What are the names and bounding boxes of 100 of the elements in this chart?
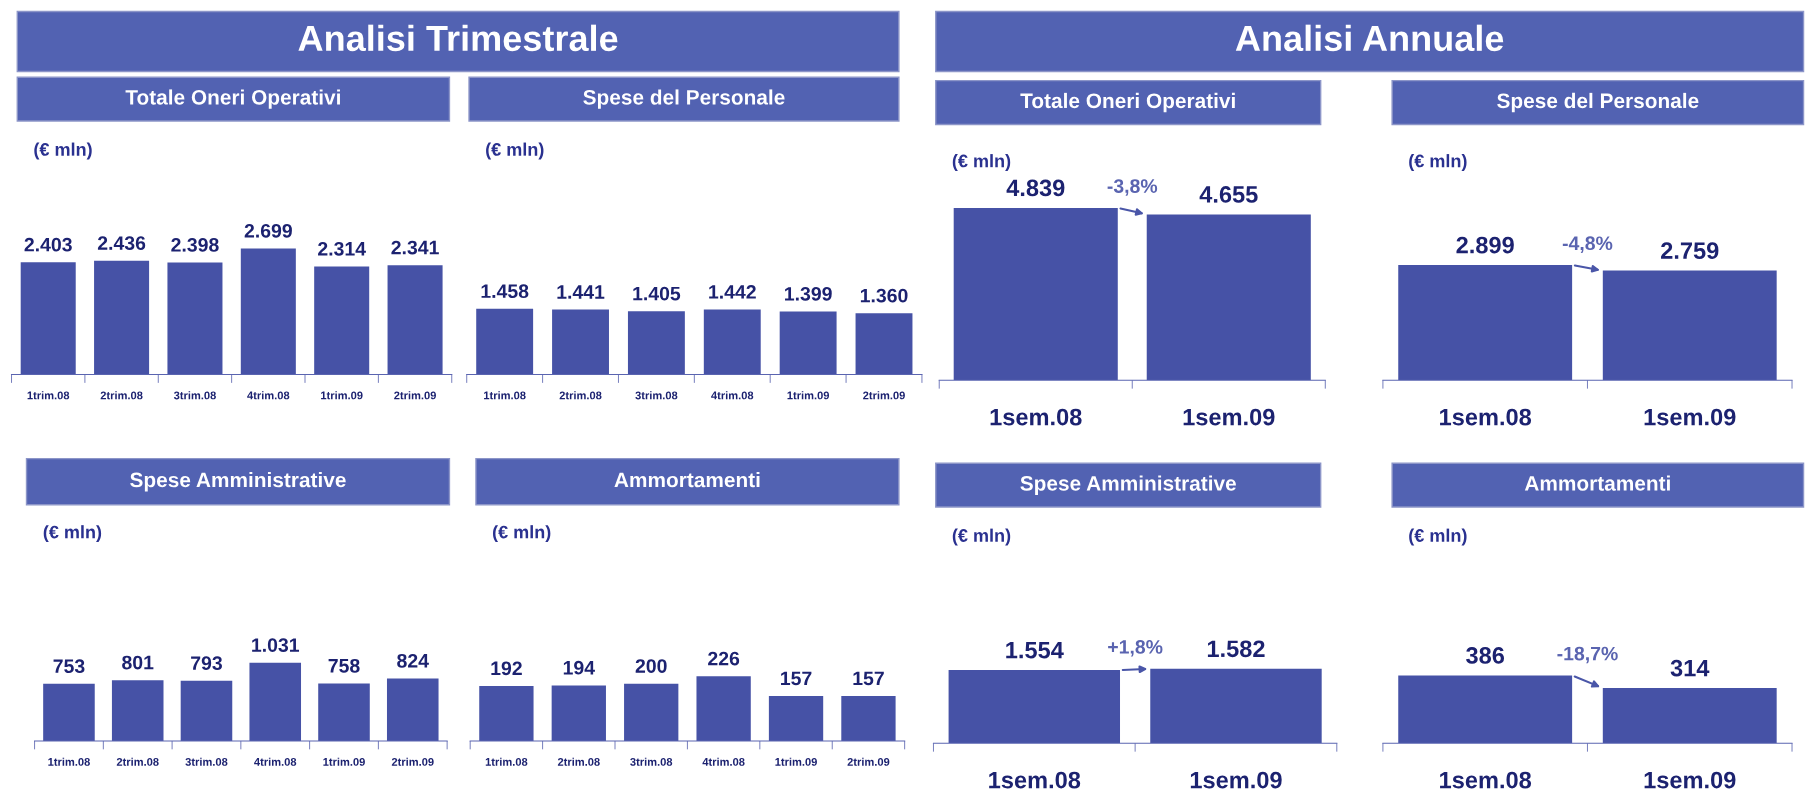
data-label: 753 [53, 659, 85, 674]
text: -18,7% [1557, 646, 1618, 664]
y-axis-title: (€ mln) [492, 525, 551, 542]
data-label: 1.405 [633, 286, 681, 301]
bar [318, 683, 370, 742]
data-label: 157 [781, 671, 812, 686]
data-label: 200 [635, 659, 667, 673]
bar [387, 265, 443, 375]
x-tick-label: 1trim.09 [775, 757, 817, 766]
bar [94, 260, 150, 375]
x-tick-label: 2trim.08 [557, 757, 600, 766]
y-axis-title: (€ mln) [952, 154, 1011, 171]
data-label: 1.458 [481, 284, 529, 299]
x-tick-label: 2trim.08 [559, 391, 602, 400]
x-tick-label: 1sem.08 [989, 771, 1081, 789]
text: +1,8% [1108, 640, 1163, 657]
x-tick-label: 1sem.08 [1440, 771, 1532, 789]
y-axis-title: (€ mln) [486, 142, 544, 160]
data-label: 1.031 [252, 638, 300, 652]
data-label: 194 [563, 660, 595, 675]
chart-subtitle: Totale Oneri Operativi [125, 89, 340, 109]
x-tick-label: 2trim.08 [100, 391, 143, 400]
data-label: 1.442 [709, 285, 756, 299]
bar [249, 662, 302, 742]
x-tick-label: 1trim.08 [48, 757, 90, 766]
bar [551, 685, 606, 742]
data-label: 2.341 [391, 240, 439, 255]
bar [841, 696, 896, 742]
data-label: 2.403 [24, 237, 72, 252]
data-label: 1.582 [1207, 640, 1265, 658]
y-axis-title: (€ mln) [1409, 528, 1467, 546]
data-label: 4.655 [1199, 186, 1258, 203]
x-tick-label: 1sem.09 [1644, 771, 1736, 789]
y-axis-title: (€ mln) [34, 142, 92, 160]
y-axis-title: (€ mln) [952, 528, 1011, 546]
data-label: 4.839 [1006, 179, 1065, 197]
bar [240, 248, 296, 375]
y-axis-title: (€ mln) [1409, 154, 1467, 171]
data-label: 2.314 [318, 241, 366, 256]
data-label: 801 [122, 655, 154, 670]
data-label: 1.360 [860, 288, 908, 303]
x-tick-label: 3trim.08 [635, 391, 678, 400]
x-tick-label: 1trim.09 [323, 757, 365, 766]
x-tick-label: 2trim.09 [394, 391, 436, 400]
x-tick-label: 2trim.09 [391, 757, 434, 766]
chart-subtitle: Spese Amministrative [1020, 475, 1236, 495]
data-label: 1.441 [557, 285, 605, 299]
chart-subtitle: Ammortamenti [1524, 475, 1670, 491]
x-tick-label: 2trim.09 [847, 757, 890, 766]
data-label: 386 [1466, 647, 1505, 664]
data-label: 2.699 [244, 223, 292, 238]
x-tick-label: 1sem.09 [1183, 408, 1275, 426]
data-label: 824 [397, 653, 429, 668]
x-tick-label: 4trim.08 [254, 757, 297, 766]
bar [768, 696, 824, 742]
y-axis-title: (€ mln) [43, 525, 102, 542]
chart-subtitle: Spese del Personale [1497, 92, 1699, 113]
x-tick-label: 1trim.08 [484, 391, 526, 400]
x-tick-label: 1trim.09 [787, 391, 830, 400]
chart-subtitle: Spese Amministrative [130, 472, 346, 492]
data-label: 1.554 [1006, 641, 1064, 659]
x-tick-label: 1sem.08 [990, 408, 1082, 426]
x-tick-label: 1sem.09 [1190, 771, 1282, 789]
x-tick-label: 1trim.08 [27, 391, 70, 400]
bar [696, 676, 751, 742]
x-tick-label: 1trim.08 [485, 757, 528, 766]
data-label: 793 [191, 656, 222, 671]
x-tick-label: 1trim.09 [321, 391, 363, 400]
bar [180, 680, 233, 742]
data-label: 226 [708, 651, 740, 666]
data-label: 2.436 [97, 236, 146, 251]
bar [43, 683, 95, 742]
data-label: 1.399 [785, 286, 832, 301]
chart-subtitle: Totale Oneri Operativi [1020, 92, 1235, 113]
data-label: 2.899 [1456, 236, 1514, 254]
x-tick-label: 2trim.09 [863, 391, 905, 400]
bar [167, 262, 223, 375]
chart-title: Analisi Trimestrale [298, 24, 618, 52]
data-label: 314 [1670, 659, 1710, 677]
chart-title: Analisi Annuale [1235, 24, 1504, 52]
x-tick-label: 3trim.08 [630, 757, 673, 766]
chart-subtitle: Ammortamenti [614, 472, 760, 488]
data-label: 157 [853, 671, 884, 686]
x-tick-label: 3trim.08 [185, 757, 228, 766]
x-tick-label: 1sem.08 [1440, 408, 1532, 426]
x-tick-label: 4trim.08 [711, 391, 754, 400]
x-tick-label: 3trim.08 [173, 391, 216, 400]
data-label: 758 [328, 658, 360, 673]
x-tick-label: 4trim.08 [702, 757, 745, 766]
text: -4,8% [1562, 236, 1613, 253]
bar [111, 680, 164, 742]
bar [314, 266, 370, 375]
x-tick-label: 4trim.08 [247, 391, 290, 400]
bar [20, 262, 76, 375]
data-label: 2.759 [1661, 242, 1719, 260]
bar [386, 678, 439, 742]
data-label: 2.398 [171, 237, 219, 252]
chart-subtitle: Spese del Personale [583, 89, 785, 109]
bar [479, 685, 534, 742]
text: -3,8% [1107, 179, 1158, 196]
